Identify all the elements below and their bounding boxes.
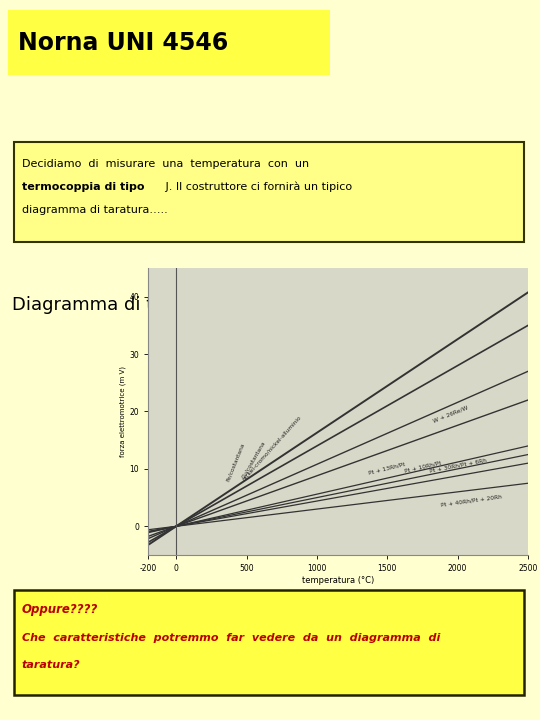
Text: taratura?: taratura?: [22, 660, 80, 670]
Text: J. Il costruttore ci fornirà un tipico: J. Il costruttore ci fornirà un tipico: [162, 181, 352, 192]
Text: Oppure????: Oppure????: [22, 603, 98, 616]
Text: Pt + 10Rh/Pt: Pt + 10Rh/Pt: [403, 461, 441, 474]
Bar: [14, 590, 524, 695]
Text: Decidiamo  di  misurare  una  temperatura  con  un: Decidiamo di misurare una temperatura co…: [22, 159, 309, 169]
Text: Che  caratteristiche  potremmo  far  vedere  da  un  diagramma  di: Che caratteristiche potremmo far vedere …: [22, 633, 441, 643]
Text: Fe/costantana: Fe/costantana: [225, 442, 245, 482]
Text: Pt + 40Rh/Pt + 20Rh: Pt + 40Rh/Pt + 20Rh: [441, 494, 503, 507]
Bar: [14, 142, 524, 242]
X-axis label: temperatura (°C): temperatura (°C): [302, 576, 374, 585]
Text: W + 26Re/W: W + 26Re/W: [433, 405, 469, 423]
Text: termocoppia di tipo: termocoppia di tipo: [22, 182, 145, 192]
Text: diagramma di taratura…..: diagramma di taratura…..: [22, 205, 168, 215]
Text: nickel-cromo/nickel-alluminio: nickel-cromo/nickel-alluminio: [241, 414, 302, 481]
Text: Diagramma di taratura: Diagramma di taratura: [12, 296, 220, 314]
Text: Pt + 30Rh/Pt + 6Rh: Pt + 30Rh/Pt + 6Rh: [429, 457, 487, 474]
Bar: [8, 10, 330, 75]
Text: Pt + 13Rh/Pt: Pt + 13Rh/Pt: [368, 462, 406, 476]
Y-axis label: forza elettromotrice (m V): forza elettromotrice (m V): [120, 366, 126, 457]
Text: Cu/costantana: Cu/costantana: [241, 440, 266, 480]
Text: Norna UNI 4546: Norna UNI 4546: [18, 31, 228, 55]
